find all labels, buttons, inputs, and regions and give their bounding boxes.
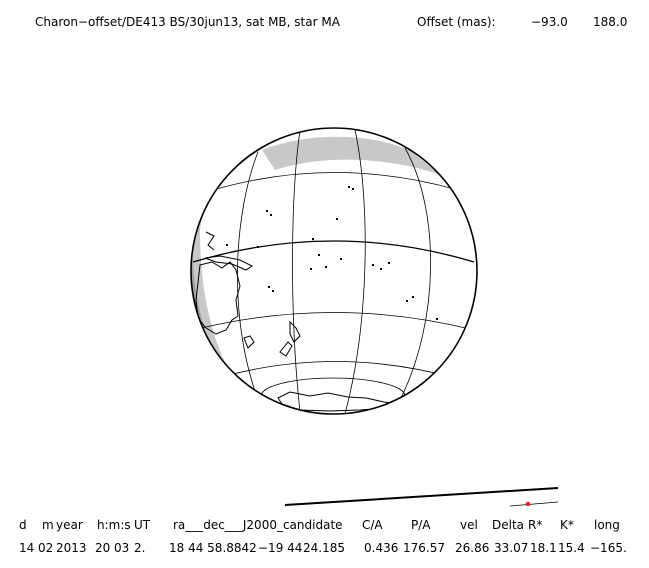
value-r-star: 18.1 <box>530 541 557 555</box>
island-dot <box>266 210 268 212</box>
island-dot <box>270 214 272 216</box>
offset-label: Offset (mas): <box>417 15 496 29</box>
tasmania-coast <box>243 335 255 349</box>
island-dot <box>352 188 354 190</box>
parallel-line <box>212 172 459 191</box>
col-header-pa: P/A <box>411 518 431 532</box>
new-guinea-coast <box>204 255 253 271</box>
island-dot <box>348 186 350 188</box>
chart-title: Charon−offset/DE413 BS/30jun13, sat MB, … <box>35 15 340 29</box>
pacific-islands <box>226 186 438 320</box>
value-year: 2013 <box>56 541 87 555</box>
value-month: 02 <box>38 541 54 555</box>
value-ca: 0.436 <box>364 541 399 555</box>
col-header-ra-dec: ra___dec___J2000_candidate <box>173 518 343 532</box>
island-dot <box>268 286 270 288</box>
col-header-time: h:m:s <box>97 518 131 532</box>
graticule <box>192 129 475 414</box>
island-dot <box>226 244 228 246</box>
asia-coast <box>205 231 215 251</box>
col-header-day: d <box>19 518 27 532</box>
star-path-segment <box>509 501 559 507</box>
meridian-line <box>237 151 263 411</box>
island-dot <box>380 268 382 270</box>
island-dot <box>310 268 312 270</box>
value-dec-sec: 24.185 <box>303 541 345 555</box>
globe-disk <box>191 128 477 414</box>
value-pa: 176.57 <box>403 541 445 555</box>
col-header-vel: vel <box>460 518 478 532</box>
value-long: −165. <box>590 541 627 555</box>
shadow-track-line <box>284 487 559 506</box>
north-shade <box>262 136 440 175</box>
island-dot <box>312 238 314 240</box>
col-header-month: m <box>42 518 54 532</box>
island-dot <box>325 266 327 268</box>
offset-x-value: −93.0 <box>531 15 568 29</box>
col-header-ut: UT <box>134 518 151 532</box>
island-dot <box>272 290 274 292</box>
meridian-line <box>292 129 301 413</box>
value-delta: 33.07 <box>494 541 529 555</box>
col-header-k-star: K* <box>560 518 574 532</box>
col-header-r-star: R* <box>528 518 543 532</box>
new-zealand-south <box>279 341 293 357</box>
col-header-ca: C/A <box>362 518 383 532</box>
island-dot <box>257 246 259 248</box>
value-dec-deg-min: −19 44 <box>258 541 303 555</box>
equator-line <box>192 240 475 263</box>
island-dot <box>406 300 408 302</box>
parallel-line <box>217 361 456 379</box>
island-dot <box>318 254 320 256</box>
value-ra: 18 44 58.8842 <box>169 541 257 555</box>
island-dot <box>388 262 390 264</box>
value-second: 2. <box>134 541 146 555</box>
new-zealand-north <box>289 320 301 343</box>
meridian-line <box>344 129 366 414</box>
col-header-year: year <box>56 518 83 532</box>
meridian-line <box>399 147 432 401</box>
parallel-line <box>192 312 475 331</box>
island-dot <box>340 258 342 260</box>
offset-y-value: 188.0 <box>593 15 628 29</box>
globe-outline <box>190 127 478 415</box>
value-hour: 20 <box>95 541 111 555</box>
island-dot <box>412 296 414 298</box>
col-header-delta: Delta <box>492 518 525 532</box>
island-dot <box>436 318 438 320</box>
value-vel: 26.86 <box>455 541 490 555</box>
island-dot <box>336 218 338 220</box>
value-k-star: 15.4 <box>558 541 585 555</box>
island-dot <box>372 264 374 266</box>
col-header-long: long <box>594 518 620 532</box>
value-minute: 03 <box>114 541 130 555</box>
value-day: 14 <box>19 541 35 555</box>
star-position-marker <box>525 501 531 507</box>
